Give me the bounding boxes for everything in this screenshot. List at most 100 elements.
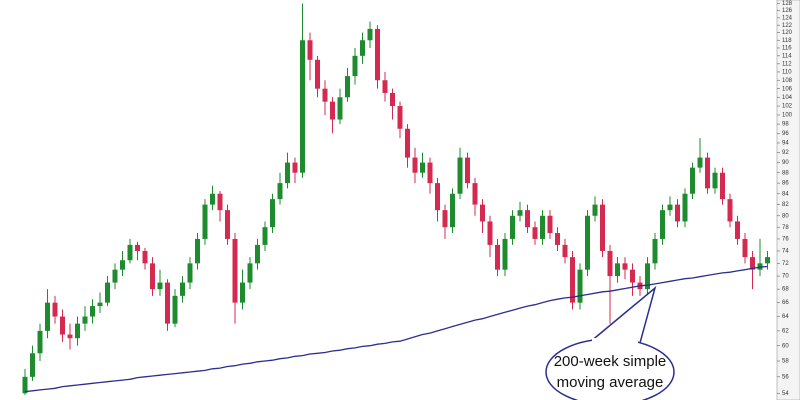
candle-body [352, 55, 358, 77]
candle-body [375, 28, 380, 81]
candle-body [337, 97, 343, 120]
y-tick-label: 70 [782, 274, 789, 280]
candle-body [742, 238, 748, 258]
y-tick-label: 106 [782, 86, 793, 92]
candle-body [390, 92, 395, 107]
candle-body [495, 244, 500, 270]
y-tick-label: 112 [782, 61, 792, 67]
y-tick-label: 122 [782, 23, 793, 29]
candle-body [22, 376, 28, 394]
candle-body [427, 162, 433, 184]
candle-body [112, 269, 118, 283]
candle-body [322, 88, 328, 102]
annotation: 200-week simple [554, 353, 667, 370]
candle-body [765, 257, 770, 264]
y-tick-label: 54 [782, 391, 789, 397]
candle-body [630, 269, 635, 283]
candle-body [52, 302, 58, 317]
candle-body [555, 233, 560, 245]
y-tick-label: 62 [782, 328, 789, 334]
candle-body [465, 157, 470, 184]
plot [22, 3, 770, 395]
candle-body [750, 257, 755, 270]
candle-body [172, 295, 178, 324]
candle-body [435, 183, 440, 211]
candle-body [525, 210, 530, 228]
candle-body [75, 323, 80, 339]
y-tick-label: 114 [782, 53, 792, 59]
candle-body [142, 250, 148, 264]
y-tick-label: 72 [782, 261, 789, 267]
y-tick-label: 56 [782, 374, 789, 380]
candle-body [187, 263, 193, 283]
y-tick-label: 110 [782, 70, 792, 76]
candle-body [592, 204, 598, 216]
candle-body [712, 172, 718, 189]
y-tick-label: 64 [782, 314, 789, 320]
candle-body [645, 263, 650, 290]
candle-body [90, 306, 95, 317]
candle-body [30, 353, 35, 377]
y-tick-label: 84 [782, 191, 789, 197]
candle-body [570, 257, 575, 303]
y-tick-label: 118 [782, 38, 792, 44]
y-tick-label: 126 [782, 8, 793, 14]
candle-body [360, 40, 365, 56]
y-tick-label: 124 [782, 15, 793, 21]
candle-body [247, 263, 253, 283]
candle-body [292, 162, 298, 173]
candle-body [135, 244, 140, 251]
candle-body [382, 80, 388, 93]
candle-body [45, 302, 50, 331]
candle-body [735, 221, 740, 239]
candle-body [412, 157, 418, 173]
candle-body [442, 210, 448, 228]
candle-body [480, 204, 485, 222]
y-tick-label: 120 [782, 30, 793, 36]
candle-body [622, 263, 628, 270]
y-tick-label: 108 [782, 78, 793, 84]
candle-body [457, 157, 463, 194]
y-tick-label: 82 [782, 202, 789, 208]
candle-body [472, 183, 478, 205]
candle-body [120, 260, 125, 270]
candle-body [165, 282, 170, 324]
candle-body [450, 193, 455, 228]
candle-body [277, 183, 283, 200]
candle-body [420, 162, 425, 173]
candle-body [330, 101, 335, 120]
y-tick-label: 104 [782, 95, 793, 101]
y-tick-label: 128 [782, 1, 793, 7]
candle-body [720, 172, 725, 200]
y-tick-label: 102 [782, 104, 793, 110]
candle-body [607, 250, 613, 277]
candle-body [517, 210, 523, 216]
annotation: moving average [557, 374, 664, 391]
candle-body [397, 106, 403, 129]
y-tick-label: 98 [782, 122, 789, 128]
y-tick-label: 60 [782, 343, 789, 349]
candle-body [195, 238, 200, 264]
y-tick-label: 78 [782, 225, 789, 231]
candle-body [562, 244, 568, 258]
y-tick-label: 58 [782, 359, 789, 365]
candle-body [37, 330, 43, 354]
candle-body [652, 238, 658, 264]
candle-body [202, 204, 208, 239]
y-tick-label: 66 [782, 300, 789, 306]
y-tick-label: 92 [782, 150, 789, 156]
candle-body [697, 157, 703, 168]
y-tick-label: 116 [782, 46, 792, 52]
y-tick-label: 88 [782, 170, 789, 176]
candle-body [585, 215, 590, 270]
moving-average-line [24, 265, 768, 393]
candle-body [82, 316, 88, 324]
candle-body [307, 40, 313, 60]
candle-body [682, 193, 688, 222]
candle-body [127, 244, 133, 261]
candle-body [60, 316, 65, 335]
y-tick-label: 86 [782, 181, 789, 187]
candle-body [315, 59, 320, 89]
candle-body [345, 76, 350, 98]
